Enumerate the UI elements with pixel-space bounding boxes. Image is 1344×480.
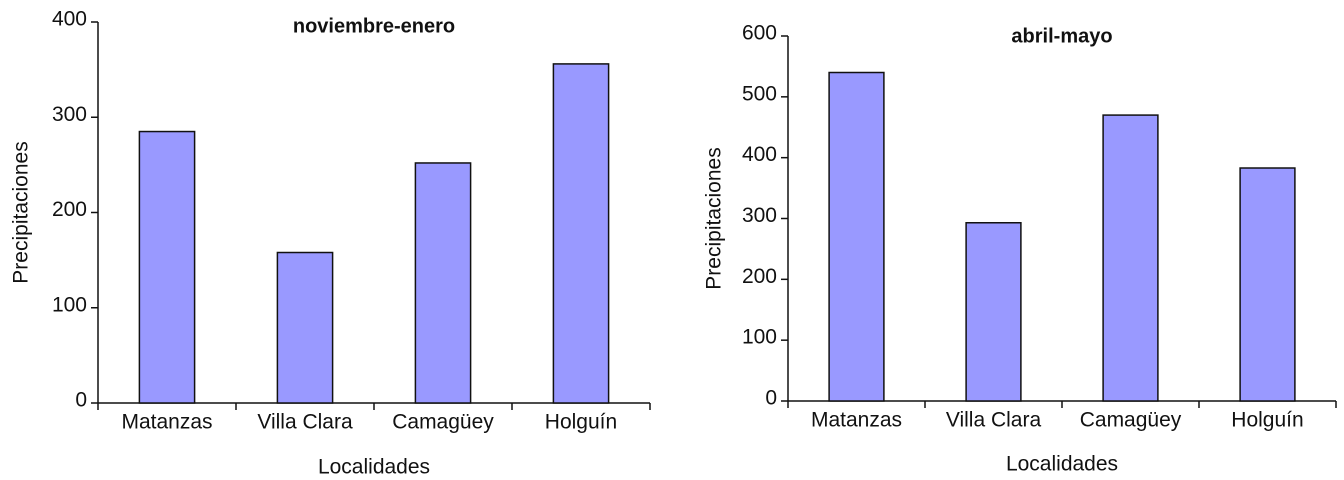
y-tick-label: 600 — [742, 22, 777, 45]
y-axis-label: Precipitaciones — [703, 147, 726, 289]
bar — [552, 63, 610, 404]
y-tick-label: 300 — [52, 103, 87, 126]
y-tick-label: 0 — [765, 387, 777, 410]
bar — [414, 162, 472, 404]
x-axis-label: Localidades — [318, 456, 430, 479]
y-tick-label: 500 — [742, 82, 777, 105]
y-tick-label: 300 — [742, 204, 777, 227]
bar — [828, 71, 885, 402]
bar — [965, 222, 1022, 402]
x-tick-label: Camagüey — [1080, 409, 1182, 432]
bar — [1239, 167, 1296, 402]
chart-title: abril-mayo — [1011, 25, 1112, 47]
y-tick-label: 100 — [742, 326, 777, 349]
x-tick-label: Camagüey — [392, 411, 494, 434]
y-tick-label: 200 — [742, 265, 777, 288]
x-tick-label: Villa Clara — [257, 411, 353, 434]
y-tick-label: 200 — [52, 198, 87, 221]
y-tick-label: 400 — [52, 8, 87, 31]
x-tick-label: Villa Clara — [946, 409, 1042, 432]
x-tick-label: Matanzas — [121, 411, 212, 434]
bar — [276, 251, 334, 404]
y-tick-label: 100 — [52, 293, 87, 316]
x-axis-label: Localidades — [1006, 453, 1118, 476]
y-tick-label: 0 — [75, 389, 87, 412]
chart-title: noviembre-enero — [293, 15, 455, 37]
bar — [138, 130, 196, 404]
x-tick-label: Holguín — [1231, 409, 1303, 432]
y-tick-label: 400 — [742, 143, 777, 166]
y-axis-label: Precipitaciones — [10, 141, 33, 283]
x-tick-label: Holguín — [545, 411, 617, 434]
x-tick-label: Matanzas — [811, 409, 902, 432]
bar — [1102, 114, 1159, 402]
